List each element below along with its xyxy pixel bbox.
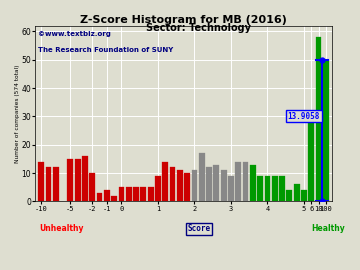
Bar	[294, 184, 300, 201]
Bar	[184, 173, 190, 201]
Bar	[162, 162, 168, 201]
Title: Z-Score Histogram for MB (2016): Z-Score Histogram for MB (2016)	[80, 15, 287, 25]
Bar	[53, 167, 59, 201]
Bar	[126, 187, 132, 201]
Text: Sector: Technology: Sector: Technology	[145, 23, 251, 33]
Text: 13.9058: 13.9058	[288, 112, 320, 121]
Bar	[155, 176, 161, 201]
Bar	[111, 196, 117, 201]
Bar	[228, 176, 234, 201]
Bar	[75, 159, 81, 201]
Bar	[257, 176, 263, 201]
Text: Unhealthy: Unhealthy	[40, 224, 84, 233]
Y-axis label: Number of companies (574 total): Number of companies (574 total)	[15, 64, 20, 163]
Bar	[177, 170, 183, 201]
Text: ©www.textbiz.org: ©www.textbiz.org	[38, 31, 111, 37]
Bar	[104, 190, 110, 201]
Text: The Research Foundation of SUNY: The Research Foundation of SUNY	[38, 47, 174, 53]
Bar	[170, 167, 175, 201]
Bar	[301, 190, 307, 201]
Bar	[243, 162, 248, 201]
Bar	[38, 162, 44, 201]
Bar	[67, 159, 73, 201]
Bar	[287, 190, 292, 201]
Bar	[148, 187, 154, 201]
Bar	[206, 167, 212, 201]
Bar	[221, 170, 226, 201]
Text: Score: Score	[187, 224, 210, 233]
Bar	[45, 167, 51, 201]
Bar	[235, 162, 241, 201]
Bar	[96, 193, 103, 201]
Bar	[199, 153, 205, 201]
Bar	[89, 173, 95, 201]
Bar	[309, 119, 314, 201]
Bar	[213, 165, 219, 201]
Bar	[192, 170, 197, 201]
Bar	[323, 60, 329, 201]
Bar	[250, 165, 256, 201]
Bar	[316, 37, 321, 201]
Bar	[279, 176, 285, 201]
Bar	[82, 156, 88, 201]
Bar	[133, 187, 139, 201]
Text: Healthy: Healthy	[311, 224, 345, 233]
Bar	[140, 187, 146, 201]
Bar	[118, 187, 124, 201]
Bar	[272, 176, 278, 201]
Bar	[265, 176, 270, 201]
